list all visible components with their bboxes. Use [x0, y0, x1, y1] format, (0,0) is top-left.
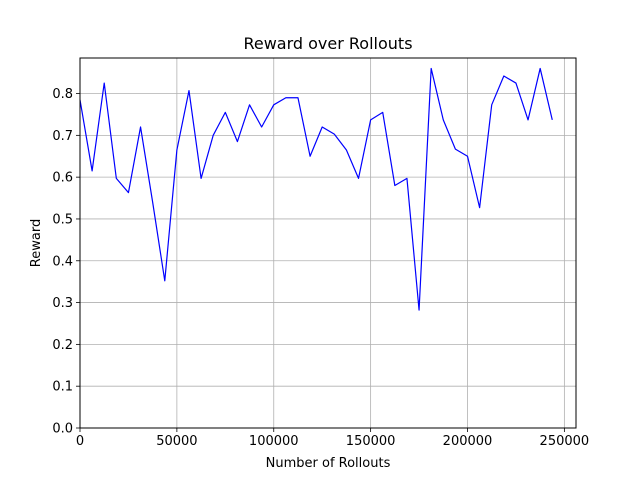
x-axis-label: Number of Rollouts — [266, 456, 391, 471]
y-tick-label: 0.3 — [52, 296, 73, 311]
y-tick-label: 0.5 — [52, 212, 73, 227]
y-tick-label: 0.0 — [52, 422, 73, 437]
y-tick-label: 0.7 — [52, 129, 73, 144]
y-tick-label: 0.8 — [52, 87, 73, 102]
y-axis-label: Reward — [29, 219, 44, 267]
x-tick-label: 100000 — [249, 434, 299, 449]
x-tick-label: 200000 — [443, 434, 493, 449]
y-tick-label: 0.4 — [52, 254, 73, 269]
chart-title: Reward over Rollouts — [243, 34, 412, 53]
y-tick-label: 0.6 — [52, 171, 73, 186]
x-tick-label: 250000 — [540, 434, 590, 449]
x-tick-label: 50000 — [156, 434, 197, 449]
y-tick-label: 0.1 — [52, 380, 73, 395]
y-tick-label: 0.2 — [52, 338, 73, 353]
x-tick-label: 0 — [76, 434, 84, 449]
x-tick-label: 150000 — [346, 434, 396, 449]
